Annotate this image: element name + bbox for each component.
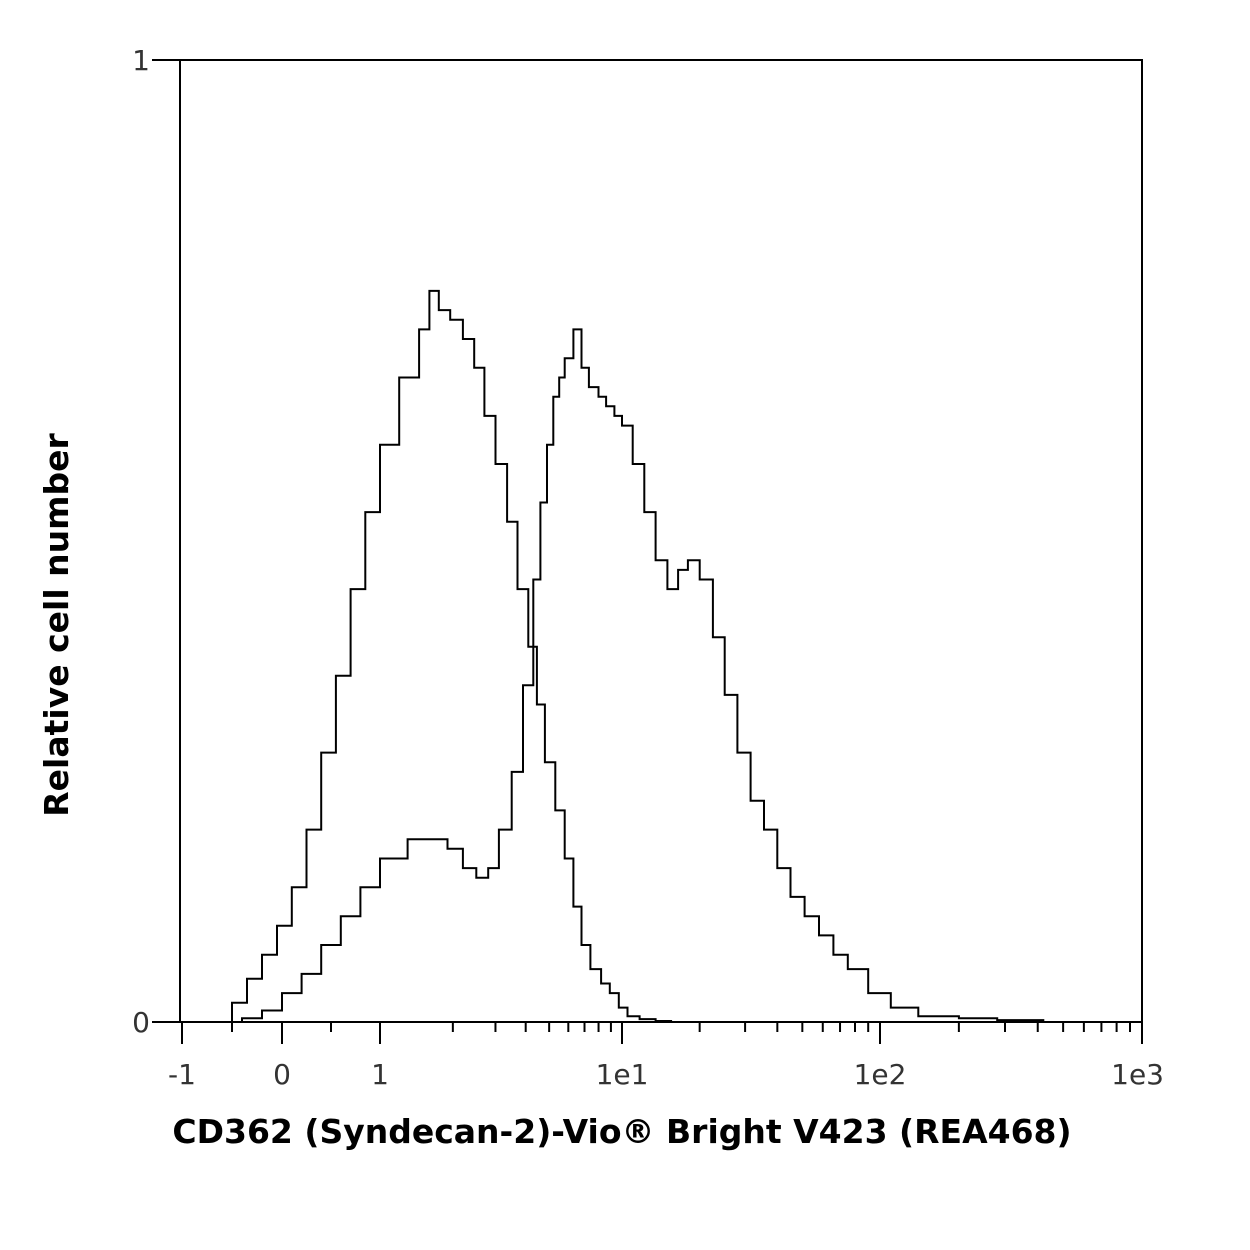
x-tick-label: -1 [168, 1058, 196, 1091]
y-tick-label: 0 [132, 1006, 150, 1039]
x-tick-label: 0 [273, 1058, 291, 1091]
y-tick-layer: 01 [132, 44, 180, 1039]
x-tick-label: 1 [371, 1058, 389, 1091]
x-tick-label: 1e2 [854, 1058, 907, 1091]
histogram-series-2 [222, 328, 1045, 1023]
y-axis-title: Relative cell number [37, 433, 76, 817]
y-tick-label: 1 [132, 44, 150, 77]
x-tick-label: 1e3 [1111, 1058, 1164, 1091]
x-tick-label: 1e1 [596, 1058, 649, 1091]
x-axis-title: CD362 (Syndecan-2)-Vio® Bright V423 (REA… [172, 1112, 1071, 1151]
series-layer [217, 289, 1045, 1023]
histogram-series-1 [217, 289, 697, 1023]
plot-frame [179, 59, 1143, 1023]
x-tick-layer: -1 0 1 1e1 1e2 1e3 [168, 1022, 1164, 1091]
